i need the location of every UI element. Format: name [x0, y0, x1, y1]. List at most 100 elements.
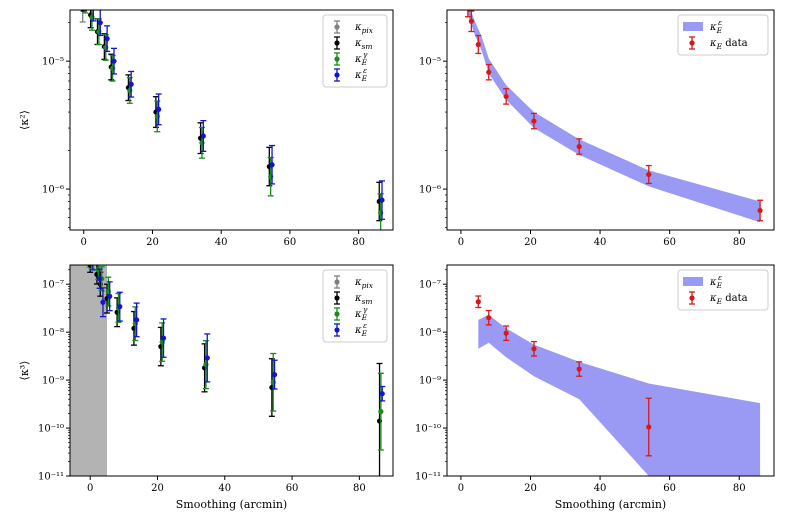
data-point — [646, 424, 652, 430]
x-axis-label: Smoothing (arcmin) — [176, 498, 287, 511]
data-point — [128, 81, 134, 87]
x-tick-label: 60 — [663, 237, 676, 248]
legend-label: κE data — [709, 293, 748, 306]
y-tick-label: 10⁻⁶ — [42, 185, 64, 196]
legend-label: κEε — [354, 66, 368, 83]
legend-marker — [334, 56, 340, 62]
legend-marker — [334, 72, 340, 78]
data-point — [757, 207, 763, 214]
legend-marker — [334, 40, 340, 46]
data-point — [117, 304, 123, 310]
model-band — [478, 314, 761, 476]
data-point — [576, 366, 582, 372]
x-tick-label: 40 — [594, 237, 607, 248]
x-tick-label: 80 — [352, 237, 365, 248]
legend-label: κEγ — [354, 50, 368, 67]
data-point — [134, 317, 140, 323]
data-point — [97, 276, 103, 282]
axes-frame — [69, 9, 394, 231]
x-tick-label: 60 — [663, 483, 676, 494]
data-point — [486, 69, 492, 75]
legend-marker — [689, 295, 695, 301]
data-point — [204, 355, 210, 361]
data-point — [378, 409, 384, 415]
data-point — [81, 0, 86, 1]
legend-label: κEε — [709, 273, 723, 290]
y-tick-label: 10⁻⁵ — [42, 57, 64, 68]
legend-label: κpix — [354, 22, 374, 35]
plot-area — [475, 295, 761, 476]
x-axis-label: Smoothing (arcmin) — [555, 498, 666, 511]
y-axis-label: ⟨κ²⟩ — [18, 110, 31, 130]
data-point — [160, 335, 167, 341]
y-tick-label: 10⁻⁸ — [419, 328, 441, 339]
panel-top-right: 0 20 40 60 80 10⁻⁶ 10⁻⁵ κEε κE data — [419, 1, 775, 248]
data-point — [646, 171, 652, 178]
data-point — [503, 330, 509, 336]
x-tick-label: 0 — [87, 483, 93, 494]
shaded-region — [70, 265, 108, 476]
legend: κEε κE data — [677, 269, 769, 311]
x-tick-label: 0 — [458, 237, 464, 248]
y-tick-label: 10⁻⁷ — [42, 280, 64, 291]
y-tick-label: 10⁻⁹ — [419, 376, 441, 387]
x-tick-label: 80 — [353, 483, 366, 494]
data-point — [89, 259, 94, 264]
x-tick-label: 20 — [524, 237, 537, 248]
y-tick-label: 10⁻⁸ — [42, 328, 64, 339]
axes-frame — [446, 264, 775, 477]
data-point — [503, 93, 509, 100]
data-point — [83, 0, 88, 3]
panel-bottom-right: 0 20 40 60 80 10⁻¹¹ 10⁻¹⁰ 10⁻⁹ 10⁻⁸ 10⁻⁷ Smoothing… — [415, 264, 775, 511]
x-tick-label: 0 — [81, 237, 87, 248]
panel-bottom-left: 0 20 40 60 80 10⁻¹¹ 10⁻¹⁰ 10⁻⁹ 10⁻⁸ 10⁻⁷ Smoothing… — [18, 257, 394, 511]
legend-marker — [689, 40, 695, 46]
data-point — [531, 118, 537, 124]
data-point — [531, 346, 537, 352]
data-point — [486, 315, 492, 321]
x-tick-label: 20 — [151, 483, 164, 494]
y-tick-label: 10⁻¹⁰ — [415, 424, 441, 435]
data-point — [200, 133, 206, 139]
x-tick-label: 60 — [286, 483, 299, 494]
x-tick-label: 40 — [215, 237, 228, 248]
plot-area — [79, 0, 386, 230]
series-3 — [90, 10, 386, 220]
x-tick-label: 80 — [733, 483, 746, 494]
x-tick-label: 40 — [218, 483, 231, 494]
data-point — [468, 18, 474, 24]
data-point — [100, 299, 106, 305]
x-tick-label: 40 — [594, 483, 607, 494]
data-point — [379, 197, 385, 203]
y-axis-label: ⟨κ³⟩ — [18, 361, 31, 381]
data-point — [104, 36, 110, 42]
series-0 — [475, 295, 652, 457]
y-tick-label: 10⁻⁶ — [419, 185, 441, 196]
legend-label: κE data — [709, 38, 748, 51]
legend-marker — [334, 311, 340, 317]
y-tick-label: 10⁻⁹ — [42, 376, 64, 387]
legend-label: κEε — [709, 18, 723, 35]
data-point — [465, 1, 470, 6]
x-tick-label: 0 — [458, 483, 464, 494]
data-point — [87, 257, 92, 262]
legend-marker — [334, 279, 340, 285]
y-tick-label: 10⁻¹⁰ — [38, 424, 64, 435]
legend: κEε κE data — [677, 14, 769, 56]
data-point — [97, 20, 103, 26]
x-tick-label: 20 — [146, 237, 159, 248]
legend-marker — [334, 295, 340, 301]
data-point — [111, 58, 117, 64]
legend-label: κEε — [354, 321, 368, 338]
plot-area — [464, 1, 764, 223]
series-0 — [464, 1, 764, 222]
plot-area — [70, 257, 386, 476]
data-point — [475, 41, 481, 48]
data-point — [107, 293, 113, 299]
legend-label: κsm — [354, 293, 373, 306]
data-point — [475, 299, 481, 305]
legend-label: κpix — [354, 277, 374, 290]
